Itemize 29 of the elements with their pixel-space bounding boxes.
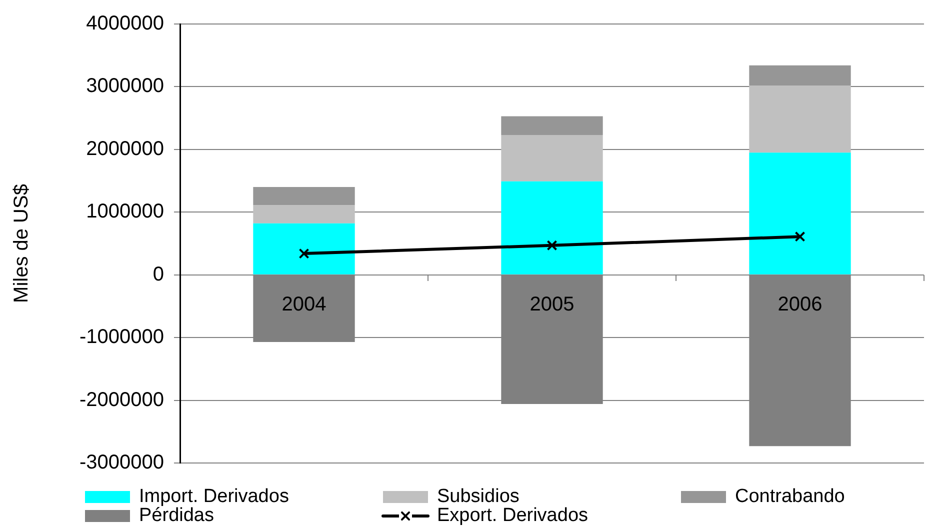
y-tick-label: 0	[152, 263, 164, 286]
point	[794, 231, 806, 242]
legend-label: Export. Derivados	[437, 505, 588, 526]
legend-label: Import. Derivados	[139, 486, 289, 508]
y-tick-label: -1000000	[79, 326, 164, 348]
y-tick-label: 2000000	[86, 138, 164, 160]
y-tick-label: 3000000	[86, 75, 164, 98]
point	[298, 248, 310, 259]
legend-label: Subsidios	[437, 486, 520, 508]
y-tick-label: 4000000	[86, 12, 164, 35]
bar	[749, 152, 851, 274]
legend-label: Pérdidas	[139, 505, 214, 526]
point	[546, 240, 558, 251]
x-tick-label: 2004	[282, 293, 326, 316]
x-tick-label: 2006	[778, 293, 822, 316]
bar	[253, 223, 355, 274]
bar	[501, 181, 603, 274]
y-tick-label: -3000000	[79, 452, 164, 474]
x-tick-label: 2005	[530, 293, 574, 316]
bar	[749, 65, 851, 86]
bar	[501, 116, 603, 136]
y-tick-label: -2000000	[79, 388, 164, 411]
y-tick-label: 1000000	[86, 200, 164, 223]
legend-label: Contrabando	[735, 486, 845, 508]
y-axis-title: Miles de US$	[10, 184, 33, 303]
bar	[253, 205, 355, 224]
bar	[749, 85, 851, 153]
bar	[253, 187, 355, 206]
bar	[501, 135, 603, 182]
